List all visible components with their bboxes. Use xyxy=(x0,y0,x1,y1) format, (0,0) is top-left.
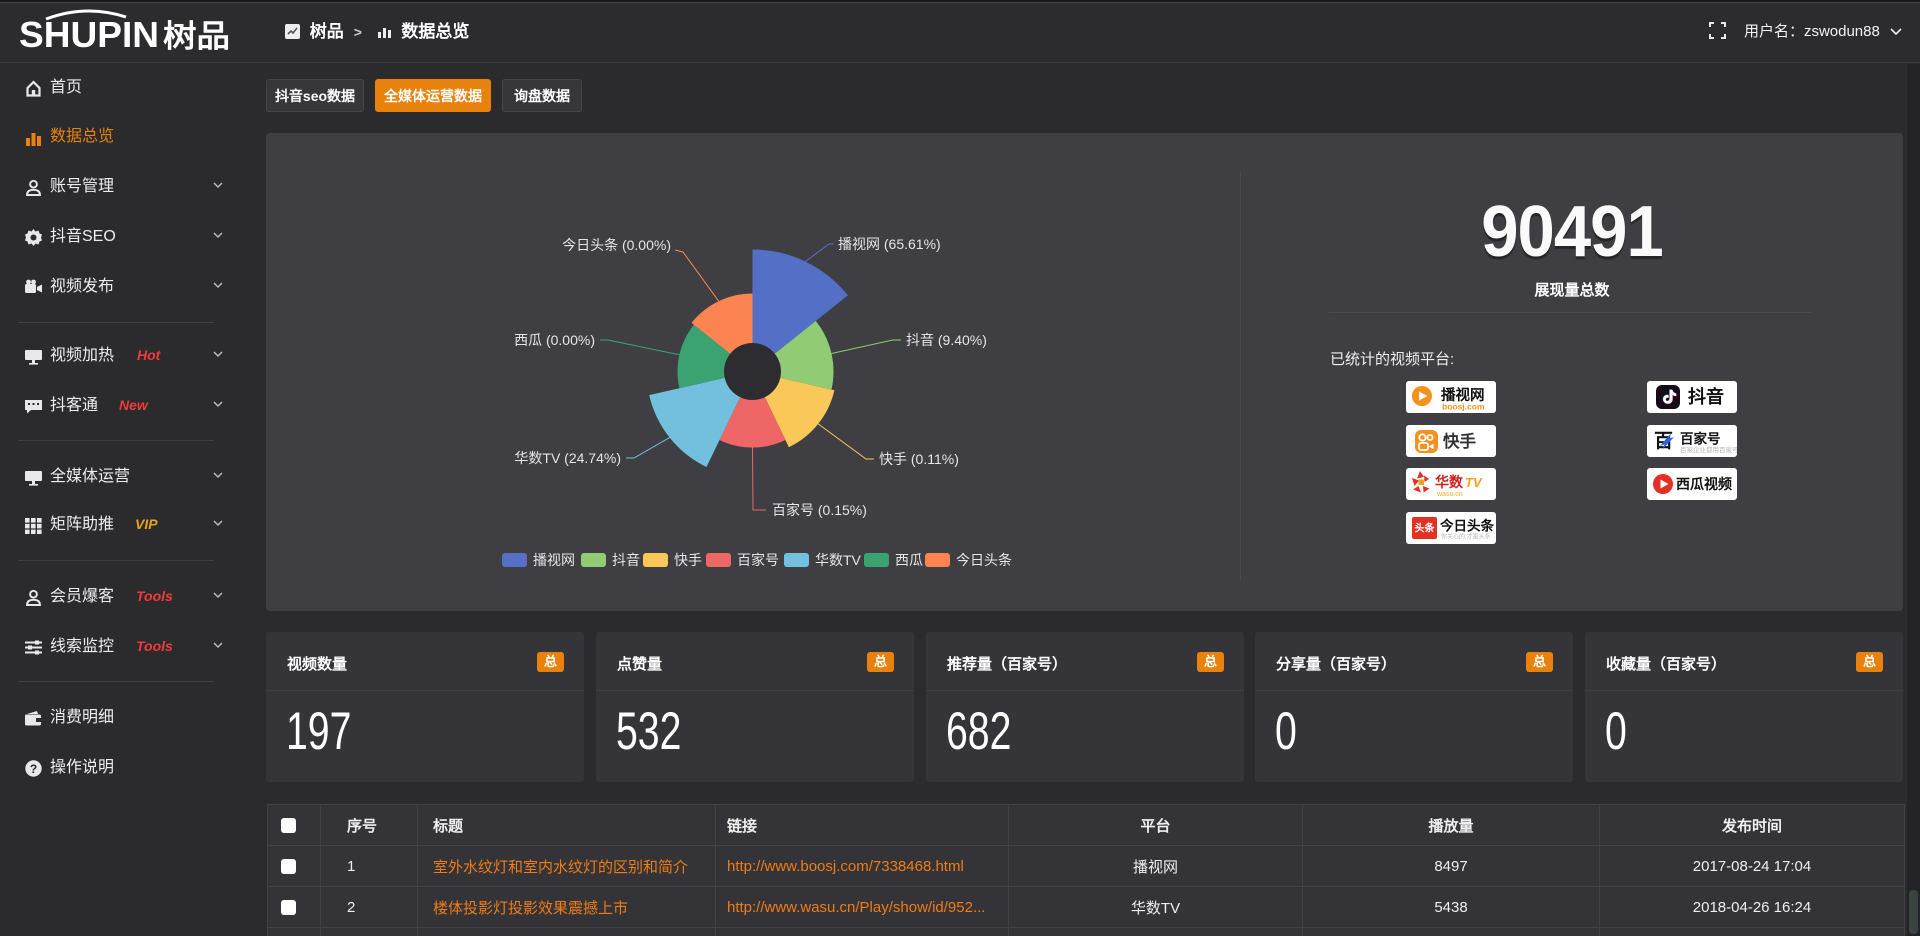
svg-text:快手: 快手 xyxy=(674,552,702,568)
svg-text:今日头条: 今日头条 xyxy=(956,552,1012,568)
svg-text:播视网: 播视网 xyxy=(533,552,575,568)
svg-text:wasu.cn: wasu.cn xyxy=(1436,491,1463,498)
svg-text:播视网 (65.61%): 播视网 (65.61%) xyxy=(838,236,941,252)
svg-text:快手: 快手 xyxy=(1443,431,1477,451)
svg-text:播视网: 播视网 xyxy=(1441,386,1485,404)
svg-text:百家号: 百家号 xyxy=(1680,431,1721,447)
svg-text:今日头条 (0.00%): 今日头条 (0.00%) xyxy=(562,237,671,253)
svg-text:华数TV: 华数TV xyxy=(815,552,862,568)
svg-text:西瓜 (0.00%): 西瓜 (0.00%) xyxy=(514,332,595,348)
svg-text:今日头条: 今日头条 xyxy=(1440,518,1494,534)
svg-text:树品: 树品 xyxy=(163,19,230,54)
svg-text:百家号: 百家号 xyxy=(737,552,779,568)
svg-text:抖音: 抖音 xyxy=(1688,386,1724,407)
svg-text:华数: 华数 xyxy=(1435,474,1464,490)
svg-text:头条: 头条 xyxy=(1415,522,1436,535)
svg-text:SHUPIN: SHUPIN xyxy=(19,14,159,55)
svg-text:抖音 (9.40%): 抖音 (9.40%) xyxy=(906,332,987,348)
svg-text:西瓜: 西瓜 xyxy=(895,552,923,568)
svg-text:快手 (0.11%): 快手 (0.11%) xyxy=(879,451,959,467)
svg-text:TV: TV xyxy=(1465,475,1483,490)
svg-text:抖音: 抖音 xyxy=(612,552,640,568)
svg-text:华数TV (24.74%): 华数TV (24.74%) xyxy=(514,450,621,466)
svg-text:百家号 (0.15%): 百家号 (0.15%) xyxy=(772,502,867,518)
svg-text:西瓜视频: 西瓜视频 xyxy=(1676,476,1732,492)
svg-text:你关心的,才是头条: 你关心的,才是头条 xyxy=(1441,533,1491,541)
svg-text:boosj.com: boosj.com xyxy=(1442,402,1485,412)
svg-text:百家企业都用百家号: 百家企业都用百家号 xyxy=(1680,445,1737,454)
svg-text:?: ? xyxy=(30,762,37,776)
